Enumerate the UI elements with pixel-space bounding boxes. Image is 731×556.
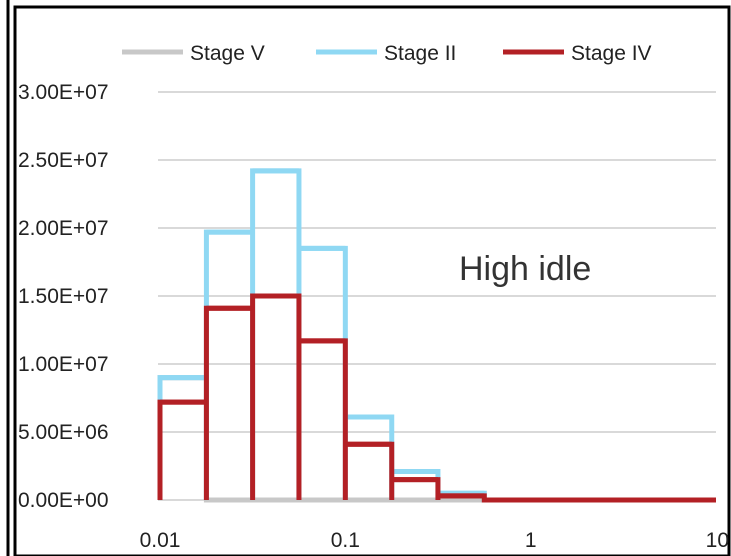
legend: Stage V Stage II Stage IV — [122, 42, 652, 65]
legend-label-stage-iv: Stage IV — [571, 42, 652, 65]
y-tick-label: 5.00E+06 — [18, 421, 109, 444]
y-tick-label: 3.00E+07 — [18, 81, 109, 104]
y-tick-label: 2.00E+07 — [18, 217, 109, 240]
x-tick-label: 10 — [706, 529, 729, 552]
y-tick-label: 2.50E+07 — [18, 149, 109, 172]
legend-label-stage-ii: Stage II — [384, 42, 456, 65]
y-tick-label: 1.50E+07 — [18, 285, 109, 308]
chart-panel-border — [13, 5, 731, 556]
x-tick-label: 0.1 — [331, 529, 360, 552]
annotation-high-idle: High idle — [459, 250, 591, 288]
legend-label-stage-v: Stage V — [190, 42, 265, 65]
x-tick-label: 0.01 — [140, 529, 181, 552]
x-tick-label: 1 — [525, 529, 537, 552]
y-axis-tick-labels: 0.00E+00 5.00E+06 1.00E+07 1.50E+07 2.00E+07… — [18, 81, 109, 512]
histogram-series — [157, 168, 716, 503]
y-tick-label: 1.00E+07 — [18, 353, 109, 376]
y-tick-label: 0.00E+00 — [18, 489, 109, 512]
x-axis-tick-labels: 0.01 0.1 1 10 — [140, 529, 729, 552]
